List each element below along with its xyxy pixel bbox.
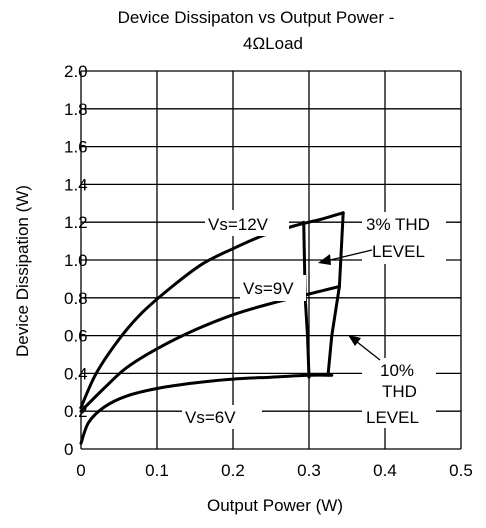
- y-tick-label: 0: [64, 440, 73, 459]
- chart-title-line2: 4ΩLoad: [243, 34, 303, 53]
- x-axis-label: Output Power (W): [207, 496, 343, 515]
- thd-boundary-10-thd: [326, 211, 345, 377]
- annotation-arrows: [318, 249, 381, 361]
- series-line-vs-9v: [79, 285, 341, 413]
- thd10-label-line1: 10%: [380, 361, 414, 380]
- vs9-label: Vs=9V: [243, 279, 294, 298]
- vs6-label-bg: [182, 405, 262, 429]
- y-tick-label: 1.8: [64, 100, 88, 119]
- x-tick-label: 0.1: [145, 461, 169, 480]
- y-tick-label: 0.8: [64, 289, 88, 308]
- x-tick-label: 0.2: [221, 461, 245, 480]
- y-tick-label: 1.0: [64, 251, 88, 270]
- thd10-label-line3: LEVEL: [366, 408, 419, 427]
- thd3-label-bg: [362, 212, 446, 264]
- y-tick-label: 0.4: [64, 364, 88, 383]
- series-line-vs-6v: [79, 373, 334, 445]
- thd10-arrow-head: [348, 335, 361, 346]
- vs12-label-bg: [205, 210, 289, 236]
- thd10-label-line2: THD: [382, 382, 417, 401]
- y-tick-label: 1.4: [64, 175, 88, 194]
- series-line-vs-12v: [79, 211, 345, 409]
- tick-labels: 0 0.1 0.2 0.3 0.4 0.5 0 0.2 0.4 0.6 0.8 1.0 1.2 1.4 1.…: [64, 62, 473, 480]
- thd3-label-line1: 3% THD: [366, 215, 430, 234]
- thd3-label-line2: LEVEL: [372, 242, 425, 261]
- vs9-label-bg: [240, 275, 306, 301]
- x-tick-label: 0.5: [449, 461, 473, 480]
- y-tick-label: 0.6: [64, 327, 88, 346]
- thd10-label-bg: [362, 358, 436, 428]
- thd-boundary-3-thd: [302, 220, 311, 379]
- x-tick-label: 0.4: [373, 461, 397, 480]
- chart-title-line1: Device Dissipaton vs Output Power -: [118, 8, 395, 27]
- y-tick-label: 1.2: [64, 213, 88, 232]
- thd3-arrow-head: [318, 254, 331, 265]
- y-axis-label: Device Dissipation (W): [13, 185, 32, 357]
- y-tick-label: 2.0: [64, 62, 88, 81]
- y-tick-label: 0.2: [64, 402, 88, 421]
- x-tick-label: 0.3: [297, 461, 321, 480]
- y-tick-label: 1.6: [64, 138, 88, 157]
- vs6-label: Vs=6V: [185, 408, 236, 427]
- x-tick-label: 0: [76, 461, 85, 480]
- vs12-label: Vs=12V: [208, 215, 269, 234]
